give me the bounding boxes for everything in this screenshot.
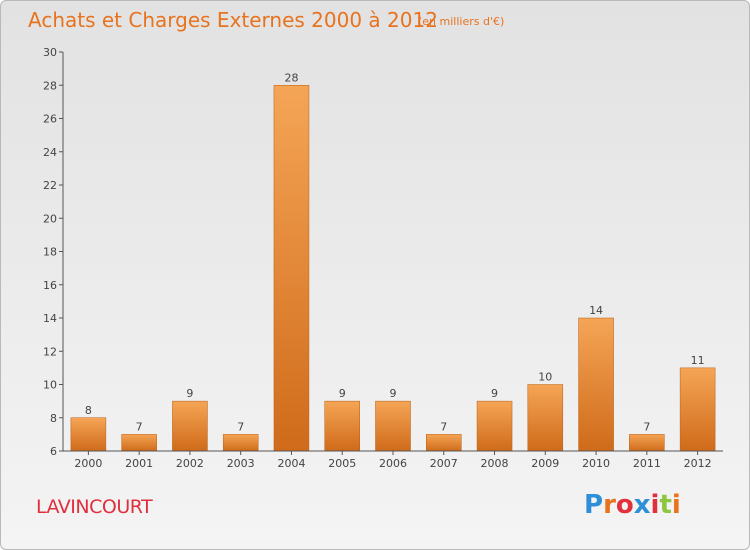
bar: [222, 434, 259, 452]
y-tick-label: 20: [43, 212, 57, 225]
x-tick-label: 2006: [379, 457, 407, 470]
y-tick-label: 6: [50, 445, 57, 458]
y-tick-label: 8: [50, 412, 57, 425]
data-label: 7: [136, 420, 143, 433]
data-label: 14: [589, 304, 603, 317]
x-tick-label: 2010: [582, 457, 610, 470]
bar: [375, 400, 411, 452]
logo-letter: r: [603, 490, 616, 520]
logo-letter: x: [633, 490, 651, 520]
bar: [629, 434, 665, 452]
data-label: 11: [691, 354, 705, 367]
data-label: 7: [237, 420, 244, 433]
y-tick-label: 28: [43, 79, 57, 92]
data-label: 9: [491, 387, 498, 400]
data-label: 7: [440, 420, 447, 433]
logo-letter: t: [659, 490, 672, 520]
data-label: 8: [85, 404, 92, 417]
x-tick-label: 2004: [277, 457, 305, 470]
x-tick-label: 2008: [481, 457, 509, 470]
x-tick-label: 2003: [227, 457, 255, 470]
y-tick-label: 26: [43, 113, 57, 126]
bar: [324, 400, 360, 452]
y-tick-label: 18: [43, 246, 57, 259]
y-tick-label: 16: [43, 279, 57, 292]
data-label: 9: [390, 387, 397, 400]
bar: [578, 317, 614, 452]
x-tick-label: 2011: [633, 457, 661, 470]
x-tick-label: 2009: [531, 457, 559, 470]
y-tick-label: 30: [43, 46, 57, 59]
logo-letter: i: [671, 490, 681, 520]
y-tick-label: 12: [43, 345, 57, 358]
chart-subtitle: (en milliers d'€): [418, 15, 505, 28]
data-label: 7: [643, 420, 650, 433]
logo-letter: o: [615, 490, 634, 520]
bar: [426, 434, 462, 452]
commune-name: LAVINCOURT: [36, 496, 153, 518]
logo-letter: P: [584, 490, 604, 520]
x-tick-label: 2007: [430, 457, 458, 470]
data-label: 28: [284, 71, 298, 84]
x-tick-label: 2000: [74, 457, 102, 470]
logo-letter: i: [650, 490, 660, 520]
x-tick-label: 2005: [328, 457, 356, 470]
y-tick-label: 24: [43, 146, 57, 159]
x-tick-label: 2002: [176, 457, 204, 470]
data-label: 9: [186, 387, 193, 400]
bar: [121, 434, 157, 452]
x-tick-label: 2001: [125, 457, 153, 470]
proxiti-logo[interactable]: Proxiti: [584, 490, 681, 520]
chart-title: Achats et Charges Externes 2000 à 2012: [28, 8, 438, 32]
bar: [527, 384, 564, 452]
x-tick-label: 2012: [684, 457, 712, 470]
y-tick-label: 10: [43, 379, 57, 392]
bar: [70, 417, 107, 452]
bar: [679, 367, 716, 452]
bar: [273, 85, 310, 452]
data-label: 10: [538, 371, 552, 384]
bar: [172, 400, 208, 452]
y-tick-label: 14: [43, 312, 57, 325]
bar: [476, 400, 513, 452]
y-tick-label: 22: [43, 179, 57, 192]
data-label: 9: [339, 387, 346, 400]
